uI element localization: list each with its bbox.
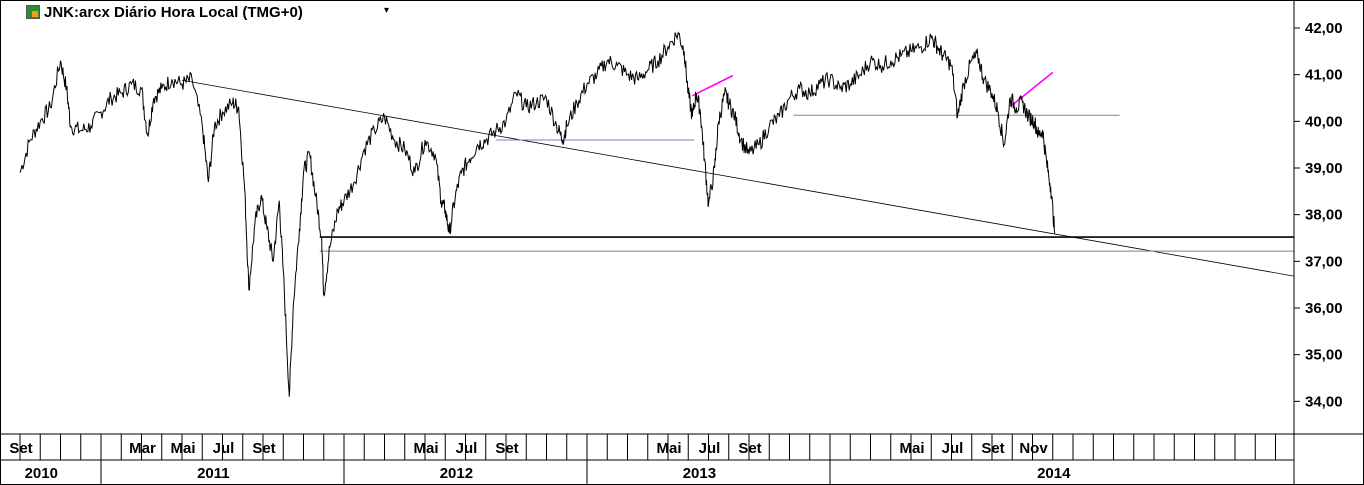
- month-label: Set: [252, 440, 275, 457]
- overlay-magenta-1: [691, 74, 734, 97]
- price-line: [19, 31, 1056, 397]
- month-label: Mar: [129, 440, 156, 457]
- month-label: Mai: [656, 440, 681, 457]
- y-tick-label: 37,00: [1305, 253, 1343, 270]
- app-logo-icon: [26, 5, 40, 19]
- year-label: 2014: [1037, 465, 1071, 482]
- chart-title: JNK:arcx Diário Hora Local (TMG+0): [44, 4, 303, 21]
- month-label: Mai: [170, 440, 195, 457]
- month-label: Set: [981, 440, 1004, 457]
- y-axis: 34,00 35,00 36,00 37,00 38,00 39,00 40,00 41,00…: [1293, 0, 1343, 485]
- x-axis: Set Mar Mai Jul Set Mai Jul Set Mai Jul Set Mai Jul S…: [0, 433, 1364, 485]
- month-label: Nov: [1019, 440, 1048, 457]
- price-series: [19, 31, 1056, 397]
- overlay-magenta-2: [1011, 71, 1054, 106]
- y-tick-label: 35,00: [1305, 347, 1343, 364]
- month-label: Set: [495, 440, 518, 457]
- chevron-down-icon[interactable]: ▾: [384, 5, 390, 16]
- year-label: 2010: [25, 465, 58, 482]
- month-label: Mai: [899, 440, 924, 457]
- year-label: 2012: [440, 465, 473, 482]
- month-label: Jul: [456, 440, 478, 457]
- month-label: Jul: [942, 440, 964, 457]
- year-label: 2011: [197, 465, 230, 482]
- y-tick-label: 42,00: [1305, 20, 1343, 37]
- month-label: Mai: [413, 440, 438, 457]
- month-label: Jul: [213, 440, 235, 457]
- y-tick-label: 41,00: [1305, 67, 1343, 84]
- y-tick-label: 38,00: [1305, 207, 1343, 224]
- year-label: 2013: [683, 465, 716, 482]
- y-tick-label: 36,00: [1305, 300, 1343, 317]
- month-label: Jul: [699, 440, 721, 457]
- overlay-trendline: [181, 79, 1294, 277]
- month-label: Set: [738, 440, 761, 457]
- y-tick-label: 34,00: [1305, 393, 1343, 410]
- chart-overlays: [181, 71, 1294, 277]
- month-label: Set: [9, 440, 32, 457]
- y-tick-label: 40,00: [1305, 113, 1343, 130]
- y-tick-label: 39,00: [1305, 160, 1343, 177]
